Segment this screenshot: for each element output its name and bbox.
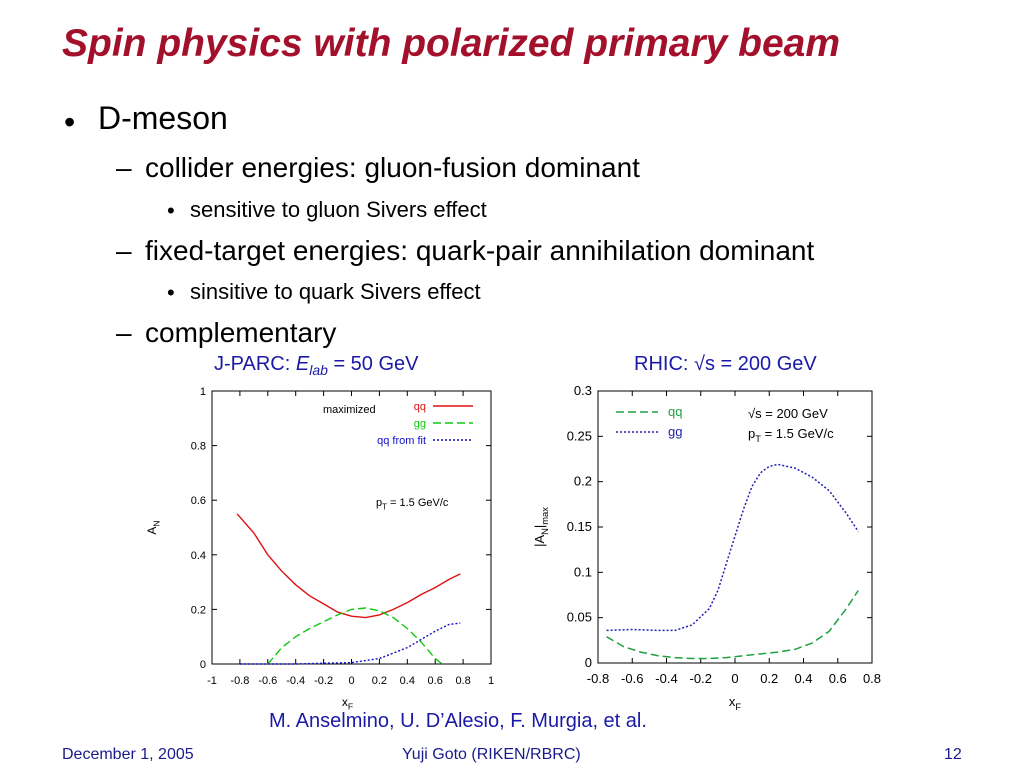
caption-jparc-suffix: = 50 GeV [327, 353, 419, 375]
legend-entry: qq [414, 401, 426, 413]
dash-symbol: – [116, 317, 132, 348]
footer-page-number: 12 [944, 746, 962, 763]
chart-rhic: 0 0.05 0.1 0.15 0.2 0.25 0.3 -0.8 -0.6 -0.4 -0.2 0 0… [532, 383, 881, 712]
x-tick-label: 0.6 [829, 671, 847, 686]
x-tick-label: -0.2 [314, 675, 333, 687]
y-tick-label: 0 [585, 655, 592, 670]
y-tick-label: 0.8 [191, 441, 206, 453]
y-tick-label: 0.4 [191, 550, 206, 562]
x-tick-label: 0.8 [863, 671, 881, 686]
y-tick-label: 0.15 [567, 519, 592, 534]
x-tick-label: -0.8 [230, 675, 249, 687]
series-line [239, 622, 461, 665]
y-tick-label: 0.2 [191, 604, 206, 616]
x-tick-label: 0.8 [455, 675, 470, 687]
legend-entry: gg [668, 424, 682, 439]
x-tick-label: -0.6 [258, 675, 277, 687]
x-tick-label: 0 [348, 675, 354, 687]
pt-annotation: pT = 1.5 GeV/c [376, 497, 449, 511]
y-tick-label: 0 [200, 659, 206, 671]
y-axis-label: AN [145, 520, 162, 534]
y-tick-label: 0.25 [567, 428, 592, 443]
x-tick-label: 0.4 [400, 675, 415, 687]
y-tick-label: 0.2 [574, 474, 592, 489]
y-tick-label: 0.05 [567, 610, 592, 625]
bullet-quark-sivers: sinsitive to quark Sivers effect [190, 279, 481, 304]
legend-title: maximized [323, 404, 376, 416]
y-tick-label: 0.6 [191, 495, 206, 507]
x-tick-label: -1 [207, 675, 217, 687]
x-tick-label: 0.4 [794, 671, 812, 686]
caption-jparc-prefix: J-PARC: [214, 353, 296, 375]
credit-line: M. Anselmino, U. D’Alesio, F. Murgia, et… [269, 710, 647, 732]
x-tick-label: -0.8 [587, 671, 609, 686]
series-line [606, 463, 859, 632]
chart-jparc: 0 0.2 0.4 0.6 0.8 1 -1 -0.8 -0.6 -0.4 -0.2 0 0.2 0.4 0… [145, 386, 494, 712]
x-tick-label: 0.2 [372, 675, 387, 687]
pt-annotation: pT = 1.5 GeV/c [748, 426, 834, 444]
sqrt-s-annotation: √s = 200 GeV [748, 406, 828, 421]
dash-symbol: – [116, 235, 132, 266]
series-line [606, 590, 859, 660]
y-tick-label: 0.3 [574, 383, 592, 398]
bullet-complementary: complementary [145, 317, 337, 348]
y-tick-label: 0.1 [574, 564, 592, 579]
x-tick-label: 0.2 [760, 671, 778, 686]
slide-title: Spin physics with polarized primary beam [62, 22, 841, 65]
bullet-gluon-sivers: sensitive to gluon Sivers effect [190, 197, 487, 222]
caption-jparc-e: E [295, 353, 310, 375]
x-tick-label: 0.6 [428, 675, 443, 687]
legend-entry: gg [414, 418, 426, 430]
bullet-symbol: • [64, 104, 76, 140]
caption-jparc-sub: lab [309, 362, 328, 378]
bullet-symbol: • [167, 280, 175, 305]
bullet-symbol: • [167, 198, 175, 223]
x-axis-label: xF [729, 694, 742, 712]
series-line [267, 607, 443, 665]
x-axis-label: xF [342, 695, 353, 712]
series-line [236, 513, 461, 619]
y-axis-label: |AN|max [532, 507, 550, 547]
legend-entry: qq [668, 404, 682, 419]
x-tick-label: 0 [731, 671, 738, 686]
plot-frame [211, 390, 492, 665]
legend-entry: qq from fit [377, 435, 426, 447]
x-tick-label: -0.6 [621, 671, 643, 686]
caption-rhic: RHIC: √s = 200 GeV [634, 353, 817, 375]
x-tick-label: -0.4 [286, 675, 305, 687]
bullet-collider-energies: collider energies: gluon-fusion dominant [145, 152, 640, 183]
bullet-d-meson: D-meson [98, 100, 228, 136]
x-tick-label: -0.2 [690, 671, 712, 686]
footer-author: Yuji Goto (RIKEN/RBRC) [402, 746, 581, 763]
x-tick-label: -0.4 [655, 671, 677, 686]
caption-jparc: J-PARC: Elab = 50 GeV [214, 353, 419, 378]
x-tick-label: 1 [488, 675, 494, 687]
footer-date: December 1, 2005 [62, 746, 194, 763]
bullet-fixed-target: fixed-target energies: quark-pair annihi… [145, 235, 815, 266]
dash-symbol: – [116, 152, 132, 183]
y-tick-label: 1 [200, 386, 206, 398]
